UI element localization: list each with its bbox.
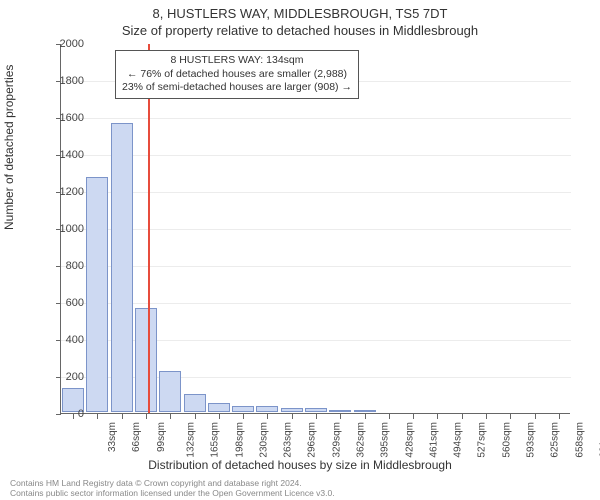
x-tick-mark: [535, 414, 536, 419]
plot-region: 33sqm66sqm99sqm132sqm165sqm198sqm230sqm2…: [60, 44, 570, 414]
bar: [232, 406, 254, 412]
chart-title-line2: Size of property relative to detached ho…: [0, 21, 600, 42]
bar: [354, 410, 376, 412]
x-tick-mark: [389, 414, 390, 419]
gridline: [61, 192, 571, 193]
y-tick-label: 1400: [44, 149, 84, 161]
gridline: [61, 155, 571, 156]
x-tick-mark: [195, 414, 196, 419]
x-tick-label: 263sqm: [283, 422, 294, 458]
x-tick-label: 362sqm: [356, 422, 367, 458]
x-tick-mark: [170, 414, 171, 419]
x-tick-label: 66sqm: [131, 422, 142, 452]
chart-container: 8, HUSTLERS WAY, MIDDLESBROUGH, TS5 7DT …: [0, 0, 600, 500]
bar: [281, 408, 303, 412]
footer-line2: Contains public sector information licen…: [10, 488, 335, 498]
bar: [86, 177, 108, 412]
x-tick-label: 132sqm: [186, 422, 197, 458]
x-tick-mark: [219, 414, 220, 419]
x-tick-mark: [316, 414, 317, 419]
x-tick-label: 593sqm: [526, 422, 537, 458]
y-tick-label: 800: [44, 260, 84, 272]
x-tick-mark: [122, 414, 123, 419]
gridline: [61, 118, 571, 119]
bar: [305, 408, 327, 412]
bar: [256, 406, 278, 412]
x-tick-mark: [510, 414, 511, 419]
x-tick-label: 395sqm: [380, 422, 391, 458]
bar: [111, 123, 133, 412]
x-tick-label: 230sqm: [258, 422, 269, 458]
x-tick-mark: [413, 414, 414, 419]
bar: [329, 410, 351, 412]
x-tick-mark: [559, 414, 560, 419]
bar: [184, 394, 206, 413]
y-tick-label: 2000: [44, 38, 84, 50]
y-axis-label: Number of detached properties: [2, 65, 16, 230]
x-tick-mark: [462, 414, 463, 419]
x-tick-label: 625sqm: [550, 422, 561, 458]
x-tick-label: 33sqm: [107, 422, 118, 452]
x-tick-mark: [365, 414, 366, 419]
annotation-line3: 23% of semi-detached houses are larger (…: [122, 81, 352, 95]
x-tick-label: 560sqm: [501, 422, 512, 458]
chart-title-line1: 8, HUSTLERS WAY, MIDDLESBROUGH, TS5 7DT: [0, 0, 600, 21]
x-tick-mark: [146, 414, 147, 419]
reference-line: [148, 44, 150, 413]
x-tick-label: 461sqm: [428, 422, 439, 458]
y-tick-label: 200: [44, 371, 84, 383]
footer-line1: Contains HM Land Registry data © Crown c…: [10, 478, 335, 488]
y-tick-label: 1200: [44, 186, 84, 198]
x-tick-mark: [340, 414, 341, 419]
bar: [208, 403, 230, 412]
x-tick-label: 658sqm: [574, 422, 585, 458]
annotation-line1: 8 HUSTLERS WAY: 134sqm: [122, 54, 352, 68]
x-tick-mark: [292, 414, 293, 419]
x-tick-label: 165sqm: [210, 422, 221, 458]
bar: [159, 371, 181, 412]
y-tick-label: 1600: [44, 112, 84, 124]
y-tick-label: 1000: [44, 223, 84, 235]
annotation-box: 8 HUSTLERS WAY: 134sqm ← 76% of detached…: [115, 50, 359, 99]
x-tick-mark: [243, 414, 244, 419]
chart-area: 33sqm66sqm99sqm132sqm165sqm198sqm230sqm2…: [60, 44, 570, 414]
x-axis-label: Distribution of detached houses by size …: [0, 458, 600, 472]
gridline: [61, 229, 571, 230]
x-tick-mark: [486, 414, 487, 419]
bar: [135, 308, 157, 412]
gridline: [61, 266, 571, 267]
x-tick-mark: [267, 414, 268, 419]
x-tick-label: 329sqm: [331, 422, 342, 458]
x-tick-label: 428sqm: [404, 422, 415, 458]
x-tick-label: 296sqm: [307, 422, 318, 458]
y-tick-label: 400: [44, 334, 84, 346]
x-tick-mark: [437, 414, 438, 419]
x-tick-label: 527sqm: [477, 422, 488, 458]
x-tick-label: 494sqm: [453, 422, 464, 458]
y-tick-label: 600: [44, 297, 84, 309]
gridline: [61, 303, 571, 304]
annotation-line2: ← 76% of detached houses are smaller (2,…: [122, 68, 352, 82]
x-tick-mark: [97, 414, 98, 419]
y-tick-label: 0: [44, 408, 84, 420]
x-tick-label: 99sqm: [156, 422, 167, 452]
x-tick-label: 198sqm: [234, 422, 245, 458]
footer: Contains HM Land Registry data © Crown c…: [10, 478, 335, 498]
y-tick-label: 1800: [44, 75, 84, 87]
